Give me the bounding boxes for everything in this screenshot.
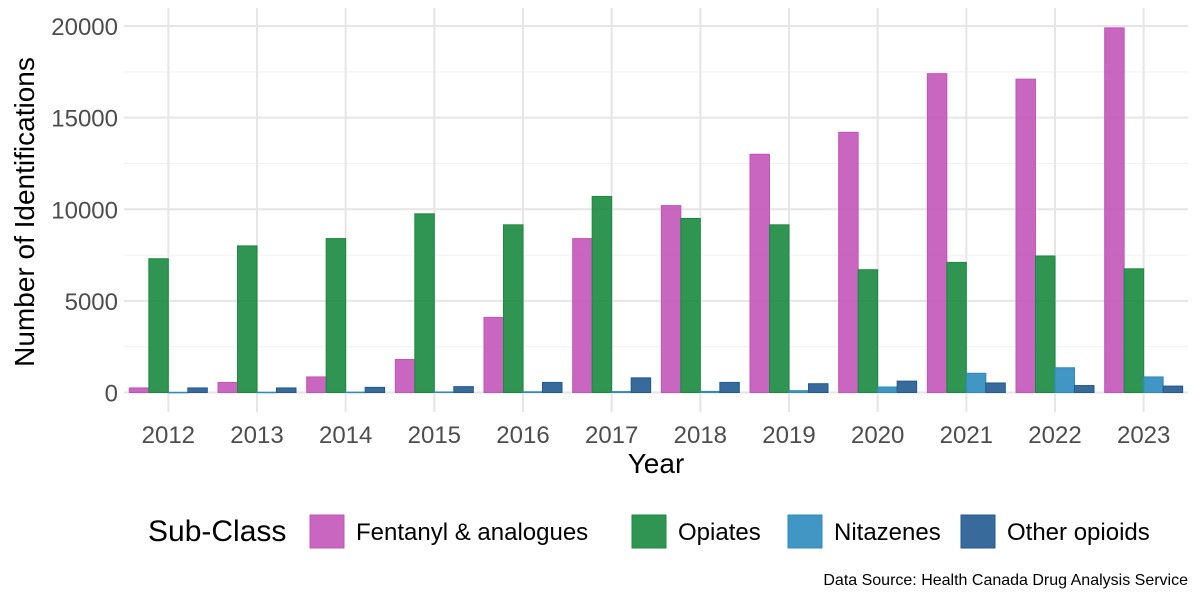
x-tick-label: 2021 xyxy=(940,422,993,449)
y-axis: 0 5000 10000 15000 20000 xyxy=(51,14,118,408)
legend-title: Sub-Class xyxy=(148,515,286,548)
bar-fentanyl-analogues-2019 xyxy=(749,153,770,393)
bar-opiates-2016 xyxy=(503,224,524,393)
bar-nitazenes-2017 xyxy=(611,391,632,393)
bar-other-opioids-2015 xyxy=(453,386,474,393)
legend-label: Other opioids xyxy=(1007,519,1150,546)
x-tick-label: 2018 xyxy=(674,422,727,449)
x-axis-title: Year xyxy=(628,448,685,479)
bar-opiates-2014 xyxy=(325,238,347,393)
bar-nitazenes-2015 xyxy=(433,391,455,394)
bar-nitazenes-2018 xyxy=(699,390,721,394)
bar-fentanyl-analogues-2012 xyxy=(128,387,150,394)
bar-fentanyl-analogues-2021 xyxy=(926,73,948,394)
bar-opiates-2019 xyxy=(769,224,790,393)
bar-nitazenes-2013 xyxy=(256,391,277,394)
bar-fentanyl-analogues-2017 xyxy=(572,238,593,393)
bar-other-opioids-2013 xyxy=(276,387,297,394)
bar-fentanyl-analogues-2016 xyxy=(483,316,504,393)
bar-fentanyl-analogues-2018 xyxy=(660,205,682,393)
x-tick-label: 2015 xyxy=(408,422,461,449)
bar-fentanyl-analogues-2013 xyxy=(217,381,238,394)
bar-nitazenes-2012 xyxy=(167,391,189,394)
bar-nitazenes-2023 xyxy=(1143,376,1164,393)
x-tick-label: 2016 xyxy=(496,422,549,449)
bar-nitazenes-2019 xyxy=(788,390,809,394)
bar-other-opioids-2023 xyxy=(1162,385,1184,393)
bar-opiates-2021 xyxy=(946,261,967,393)
bars xyxy=(128,27,1184,394)
bar-other-opioids-2018 xyxy=(719,381,740,394)
bar-opiates-2013 xyxy=(237,245,258,393)
bar-other-opioids-2019 xyxy=(808,383,829,394)
bar-fentanyl-analogues-2023 xyxy=(1104,27,1125,394)
bar-opiates-2023 xyxy=(1123,268,1145,393)
bar-fentanyl-analogues-2015 xyxy=(394,359,416,394)
bar-other-opioids-2012 xyxy=(187,387,208,394)
bar-other-opioids-2017 xyxy=(630,377,652,393)
legend-label: Opiates xyxy=(678,519,761,546)
bar-nitazenes-2014 xyxy=(345,391,366,394)
bar-nitazenes-2021 xyxy=(965,372,987,394)
x-tick-label: 2013 xyxy=(230,422,283,449)
bar-nitazenes-2022 xyxy=(1054,367,1075,394)
bar-fentanyl-analogues-2014 xyxy=(306,376,327,393)
bar-fentanyl-analogues-2020 xyxy=(838,131,859,393)
x-tick-label: 2019 xyxy=(762,422,815,449)
bar-other-opioids-2014 xyxy=(364,386,386,393)
legend-label: Fentanyl & analogues xyxy=(356,519,588,546)
x-tick-label: 2022 xyxy=(1028,422,1081,449)
y-tick-label: 15000 xyxy=(51,106,118,133)
bar-opiates-2018 xyxy=(680,217,701,393)
y-axis-title: Number of Identifications xyxy=(9,57,40,367)
y-tick-label: 20000 xyxy=(51,14,118,41)
y-tick-label: 5000 xyxy=(65,289,118,316)
bar-nitazenes-2016 xyxy=(522,391,543,393)
bar-opiates-2020 xyxy=(857,269,879,393)
bar-opiates-2022 xyxy=(1035,255,1056,393)
bar-other-opioids-2020 xyxy=(896,380,918,393)
data-source-caption: Data Source: Health Canada Drug Analysis… xyxy=(823,572,1188,589)
bar-opiates-2015 xyxy=(414,213,435,393)
legend: Sub-Class Fentanyl & analogues Opiates Nit… xyxy=(148,514,1150,549)
y-tick-label: 10000 xyxy=(51,197,118,224)
x-tick-label: 2017 xyxy=(585,422,638,449)
legend-key-fentanyl-analogues xyxy=(309,514,345,549)
bar-other-opioids-2016 xyxy=(542,381,563,394)
bar-other-opioids-2021 xyxy=(985,382,1006,394)
x-tick-label: 2023 xyxy=(1117,422,1170,449)
x-tick-label: 2020 xyxy=(851,422,904,449)
legend-key-other-opioids xyxy=(960,514,996,549)
bar-opiates-2017 xyxy=(591,195,613,393)
legend-label: Nitazenes xyxy=(834,519,941,546)
legend-key-nitazenes xyxy=(787,514,823,549)
x-tick-label: 2014 xyxy=(319,422,372,449)
x-axis: 2012 2013 2014 2015 2016 2017 2018 2019 2020 2021… xyxy=(142,422,1171,449)
x-tick-label: 2012 xyxy=(142,422,195,449)
bar-fentanyl-analogues-2022 xyxy=(1015,78,1036,394)
bar-other-opioids-2022 xyxy=(1074,385,1095,393)
legend-key-opiates xyxy=(631,514,667,549)
y-tick-label: 0 xyxy=(105,381,118,408)
bar-nitazenes-2020 xyxy=(877,386,898,394)
bar-opiates-2012 xyxy=(148,258,169,394)
